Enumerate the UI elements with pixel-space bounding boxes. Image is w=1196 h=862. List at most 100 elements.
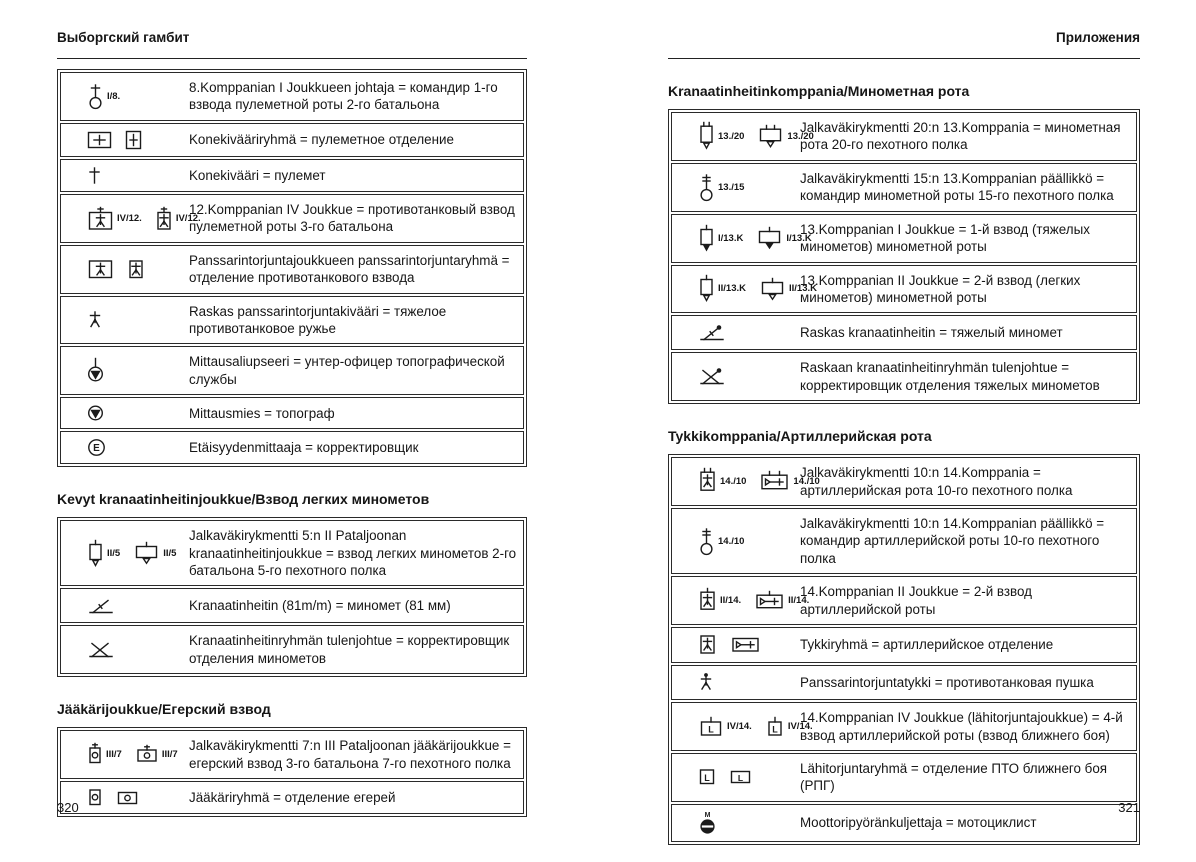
symbol-group [87,310,103,330]
table-row: Mittausaliupseeri = унтер-офицер топогра… [60,346,524,396]
symbol-label: 13./20 [787,130,814,142]
description-cell: Tykkiryhmä = артиллерийское отделение [800,637,1054,653]
table-row: Kranaatinheitinryhmän tulenjohtue = корр… [60,625,524,675]
table-row: Raskas panssarintorjuntakivääri = тяжело… [60,295,524,345]
description-cell: 12.Komppanian IV Joukkue = противотанков… [189,201,515,235]
symbol-label: 13./20 [718,130,745,142]
symbol-group: IV/12. [155,206,201,231]
close-defence-group-wide-icon: L [729,769,752,785]
section-title: Kranaatinheitinkomppania/Минометная рота [668,83,970,99]
symbol-label: II/5 [107,547,121,559]
symbol-group [698,322,726,343]
description-cell: Konekivääriryhmä = пулеметное отделение [189,132,454,148]
table-row: II/5 II/5 Jalkaväkirykmentti 5:n II Patalj… [60,520,524,587]
table-row: M Moottoripyöränkuljettaja = мотоциклист [671,803,1137,842]
table-row: L IV/14. L IV/14. 14.Komppanian IV Joukkue (… [671,702,1137,752]
symbol-cell [61,589,187,622]
symbol-table: II/5 II/5 Jalkaväkirykmentti 5:n II Patalj… [57,517,527,678]
mortar-light-icon [87,595,115,616]
at-platoon-wide-icon [87,206,114,231]
symbol-cell [61,633,187,666]
at-group-wide-icon [87,259,114,279]
gun-company-tall-icon [698,467,717,497]
symbol-cell [672,360,798,393]
right-page-content: Kranaatinheitinkomppania/Минометная рота… [668,83,1140,845]
table-row: II/13.K II/13.K 13.Komppanian II Joukkue =… [671,264,1137,314]
svg-text:M: M [705,812,711,819]
gun-platoon-tall-icon [698,587,717,615]
description-cell: 13.Komppanian II Joukkue = 2-й взвод (ле… [800,272,1081,305]
description-cell: Kranaatinheitin (81m/m) = миномет (81 мм… [189,598,451,614]
motorcyclist-icon: M [698,811,717,835]
mg-icon [87,166,102,185]
mortar-heavy-platoon-wide-icon [756,226,783,250]
description-cell: Jalkaväkirykmentti 7:n III Pataljoonan j… [189,738,511,771]
symbol-cell: I/13.K I/13.K [672,218,812,259]
symbol-label: IV/14. [727,721,752,733]
svg-text:L: L [738,773,743,783]
table-row: III/7 III/7 Jalkaväkirykmentti 7:n III Pat… [60,730,524,780]
svg-text:L: L [708,724,714,734]
section-title: Tykkikomppania/Артиллерийская рота [668,428,932,445]
page-number-right: 321 [1118,800,1140,815]
right-page: Приложения Kranaatinheitinkomppania/Мино… [668,30,1140,845]
symbol-group: III/7 [135,744,178,766]
description-cell: Jalkaväkirykmentti 10:n 14.Komppania = а… [800,465,1073,498]
symbol-cell [672,666,798,699]
symbol-cell: 13./15 [672,167,798,208]
symbol-group: IV/12. [87,206,142,231]
close-defence-platoon-wide-icon: L [698,716,724,738]
svg-text:L: L [704,773,710,783]
symbol-label: IV/14. [787,721,813,733]
mg-group-wide-icon [87,131,112,149]
table-row: 13./15 Jalkaväkirykmentti 15:n 13.Komppan… [671,162,1137,212]
symbol-cell [61,782,187,813]
description-cell: Konekivääri = пулемет [189,167,326,183]
symbol-label: II/13.K [718,283,746,295]
description-cell: Jääkäriryhmä = отделение егерей [189,789,396,805]
symbol-group: 13./20 [757,124,814,149]
symbol-label: III/7 [161,749,178,761]
mortar-observer-heavy-icon [698,366,726,387]
table-row: Panssarintorjuntajoukkueen panssarintorj… [60,244,524,294]
symbol-cell: E [61,432,187,463]
page-number-left: 320 [57,800,79,815]
table-row: L L Lähitorjuntaryhmä = отделение ПТО ближ… [671,753,1137,802]
symbol-group: I/13.K [698,224,743,253]
description-cell: Panssarintorjuntajoukkueen panssarintorj… [189,252,510,286]
symbol-cell: II/5 II/5 [61,533,187,574]
left-page-content: I/8. 8.Komppanian I Joukkueen johtaja = к… [57,69,527,818]
surveyor-icon [87,404,104,422]
symbol-group: II/14. [754,590,809,612]
symbol-group [87,131,112,149]
symbol-group [698,634,717,656]
symbol-group [127,259,145,279]
description-cell: Moottoripyöränkuljettaja = мотоциклист [800,815,1037,831]
symbol-cell [61,160,187,191]
left-page: Выборгский гамбит I/8. 8.Komppanian I Jou… [57,30,527,818]
symbol-group: II/13.K [759,277,817,301]
symbol-cell: 14./10 [672,521,798,562]
symbol-table: III/7 III/7 Jalkaväkirykmentti 7:n III Pat… [57,727,527,818]
symbol-label: I/8. [107,90,121,102]
symbol-cell: II/14. II/14. [672,581,809,621]
rangefinder-icon: E [87,438,106,457]
table-row: IV/12. IV/12. 12.Komppanian IV Joukkue = п… [60,193,524,243]
symbol-cell [61,124,187,156]
symbol-label: I/13.K [718,232,744,244]
symbol-table: 13./20 13./20 Jalkaväkirykmentti 20:n 13.K… [668,109,1140,405]
at-rifle-icon [87,310,103,330]
symbol-group [87,357,104,384]
symbol-cell: III/7 III/7 [61,736,187,774]
symbol-label: IV/12. [175,212,201,224]
mortar-observer-light-icon [87,639,115,660]
gun-company-wide-icon [759,470,790,494]
mg-group-tall-icon [125,130,142,150]
description-cell: 14.Komppanian II Joukkue = 2-й взвод арт… [800,584,1032,617]
description-cell: Jalkaväkirykmentti 15:n 13.Komppanian pä… [800,170,1114,204]
symbol-group: II/13.K [698,274,746,303]
mortar-company-tall-icon [698,121,715,151]
description-cell: 8.Komppanian I Joukkueen johtaja = коман… [189,80,498,113]
symbol-group [730,636,761,654]
